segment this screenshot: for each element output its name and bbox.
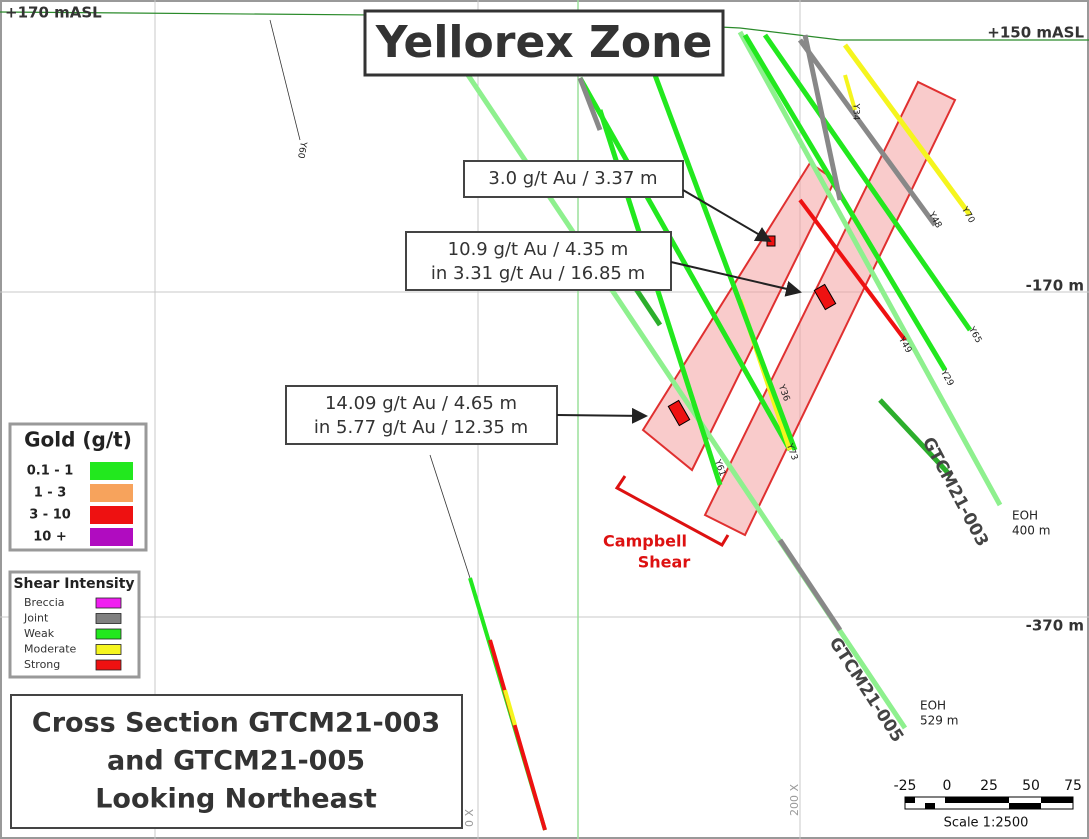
scale-outline [904,796,1074,810]
elevation-label: -370 m [1026,617,1084,635]
callout-text: 10.9 g/t Au / 4.35 m [448,239,629,260]
legend-title: Gold (g/t) [24,428,132,452]
legend-label: 10 + [33,530,67,545]
section-title-box [10,694,463,829]
legend-label: Joint [23,612,49,625]
section-title: and GTCM21-005 [107,746,365,777]
shear-zone-label: Shear [638,553,691,572]
legend-label: 0.1 - 1 [27,464,74,479]
scale-segment [905,797,915,803]
legend-swatch [95,659,122,671]
scale-tick-label: 0 [943,778,952,794]
grid-label: 0 X [463,809,476,827]
scale-tick-label: 25 [980,778,998,794]
scale-segment [925,797,935,803]
scale-segment [925,803,935,809]
elevation-label: +170 mASL [5,4,102,22]
scale-segment [945,797,1009,803]
scale-segment [1009,803,1041,809]
legend-swatch [90,506,133,524]
eoh-label: EOH [1012,509,1038,523]
elevation-label: +150 mASL [987,24,1084,42]
eoh-label: 400 m [1012,524,1050,538]
legend-title: Shear Intensity [13,576,134,592]
scale-label: Scale 1:2500 [944,816,1029,831]
legend-label: Weak [24,627,55,640]
elevation-label: -170 m [1026,277,1084,295]
legend-swatch [90,528,133,546]
callout-text: in 5.77 g/t Au / 12.35 m [314,417,528,438]
legend-swatch [95,628,122,640]
hole-label: Y34 [851,103,861,121]
callout-text: 3.0 g/t Au / 3.37 m [488,168,657,189]
legend-label: Moderate [24,643,77,656]
scale-tick-label: 75 [1064,778,1082,794]
callout-box [285,385,558,445]
eoh-label: EOH [920,699,946,713]
scale-segment [1041,803,1073,809]
callout-text: in 3.31 g/t Au / 16.85 m [431,263,645,284]
callout-box [405,231,672,291]
scale-tick-label: -25 [894,778,917,794]
callout-box [463,160,684,198]
topography [0,11,1089,41]
legend-swatch [95,613,122,624]
intercept [667,399,691,427]
legend-label: Strong [24,658,60,671]
legend-label: Breccia [24,596,65,609]
legend-swatch [90,462,133,480]
hole-label: Y60 [295,140,308,160]
title: Yellorex Zone [375,17,713,68]
section-title: Cross Section GTCM21-003 [32,708,440,739]
shear-bracket [614,475,730,548]
callout-text: 14.09 g/t Au / 4.65 m [325,393,517,414]
callout-arrows [556,189,802,424]
legend-swatch [95,644,122,655]
scale-segment [905,803,915,809]
scale-segment [1009,797,1041,803]
legend-swatch [90,484,133,502]
legend-swatch [95,597,122,609]
title-box [363,9,725,77]
shear-zone-label: Campbell [603,532,687,551]
eoh-label: 529 m [920,714,958,728]
grid-label: 200 X [788,784,801,816]
intercept [813,283,837,311]
legend-label: 3 - 10 [29,508,71,523]
scale-segment [1041,797,1073,803]
shear-legend-box [8,570,141,679]
section-title: Looking Northeast [95,784,377,815]
scale-tick-label: 50 [1022,778,1040,794]
scale-segment [945,803,1009,809]
legend-label: 1 - 3 [34,486,67,501]
